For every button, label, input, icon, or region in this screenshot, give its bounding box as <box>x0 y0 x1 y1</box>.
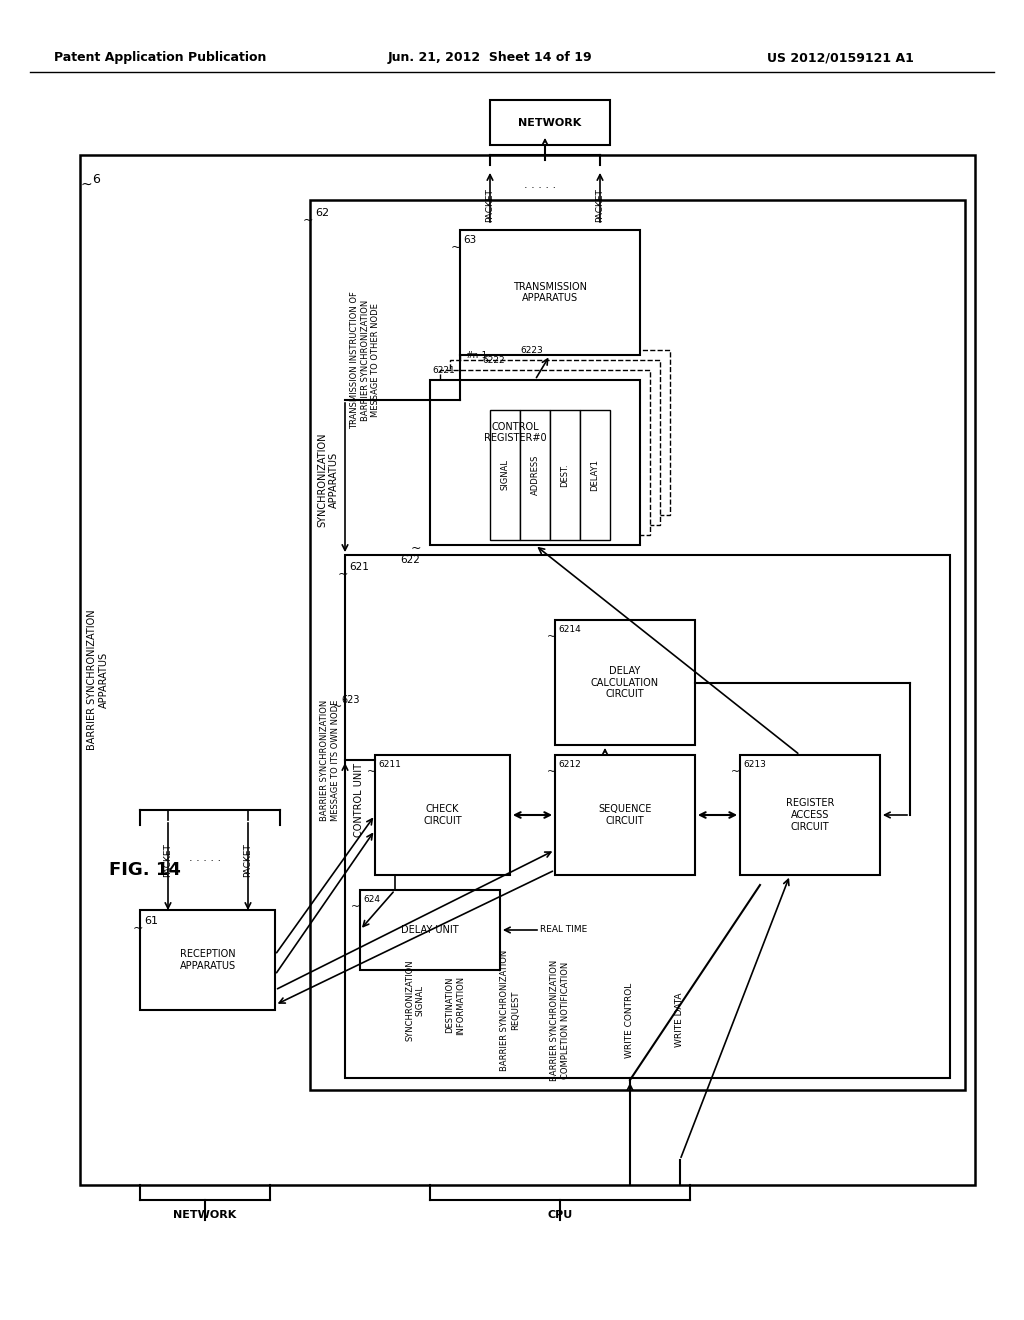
Text: FIG. 14: FIG. 14 <box>110 861 181 879</box>
Text: Patent Application Publication: Patent Application Publication <box>54 51 266 65</box>
Text: SIGNAL: SIGNAL <box>501 459 510 491</box>
Text: NETWORK: NETWORK <box>518 117 582 128</box>
Text: 62: 62 <box>315 209 329 218</box>
Text: ~: ~ <box>547 767 556 777</box>
Text: BARRIER SYNCHRONIZATION
MESSAGE TO ITS OWN NODE: BARRIER SYNCHRONIZATION MESSAGE TO ITS O… <box>321 700 340 821</box>
Text: ~: ~ <box>731 767 740 777</box>
Text: SYNCHRONIZATION
SIGNAL: SYNCHRONIZATION SIGNAL <box>406 960 425 1040</box>
Text: PACKET: PACKET <box>164 843 172 876</box>
Text: ~: ~ <box>351 902 360 912</box>
Text: BARRIER SYNCHRONIZATION
COMPLETION NOTIFICATION: BARRIER SYNCHRONIZATION COMPLETION NOTIF… <box>550 960 569 1081</box>
Text: ~: ~ <box>333 702 342 711</box>
Bar <box>490 411 520 540</box>
Bar <box>310 201 965 1090</box>
Text: ~: ~ <box>133 921 143 935</box>
Text: SEQUENCE
CIRCUIT: SEQUENCE CIRCUIT <box>598 804 651 826</box>
Text: PACKET: PACKET <box>596 187 604 222</box>
Text: PACKET: PACKET <box>485 187 495 222</box>
Bar <box>460 230 640 355</box>
Text: CONTROL UNIT: CONTROL UNIT <box>354 763 364 837</box>
Text: ~: ~ <box>411 541 421 554</box>
Text: . . . . .: . . . . . <box>524 180 556 190</box>
Text: 6214: 6214 <box>558 624 581 634</box>
Text: TRANSMISSION INSTRUCTION OF
BARRIER SYNCHRONIZATION
MESSAGE TO OTHER NODE: TRANSMISSION INSTRUCTION OF BARRIER SYNC… <box>350 292 380 429</box>
Text: PACKET: PACKET <box>244 843 253 876</box>
Bar <box>490 100 610 145</box>
Text: REAL TIME: REAL TIME <box>540 925 587 935</box>
Text: ~: ~ <box>338 568 348 581</box>
Text: TRANSMISSION
APPARATUS: TRANSMISSION APPARATUS <box>513 281 587 304</box>
Text: SYNCHRONIZATION
APPARATUS: SYNCHRONIZATION APPARATUS <box>317 433 339 527</box>
Bar <box>460 350 670 515</box>
Text: CHECK
CIRCUIT: CHECK CIRCUIT <box>423 804 462 826</box>
Text: . . . . .: . . . . . <box>189 853 221 863</box>
Text: 6222: 6222 <box>482 356 505 366</box>
Text: 63: 63 <box>463 235 476 246</box>
Text: CONTROL
REGISTER#0: CONTROL REGISTER#0 <box>483 421 547 444</box>
Text: NETWORK: NETWORK <box>173 1210 237 1220</box>
Text: ~: ~ <box>303 214 313 227</box>
Text: WRITE DATA: WRITE DATA <box>676 993 684 1047</box>
Bar <box>345 554 950 1078</box>
Text: BARRIER SYNCHRONIZATION
REQUEST: BARRIER SYNCHRONIZATION REQUEST <box>501 949 520 1071</box>
Bar <box>520 411 550 540</box>
Text: 6223: 6223 <box>520 346 543 355</box>
Text: REGISTER
ACCESS
CIRCUIT: REGISTER ACCESS CIRCUIT <box>785 799 835 832</box>
Bar <box>740 755 880 875</box>
Text: 623: 623 <box>341 696 359 705</box>
Bar <box>375 755 510 875</box>
Text: 6: 6 <box>92 173 100 186</box>
Text: DELAY UNIT: DELAY UNIT <box>401 925 459 935</box>
Text: US 2012/0159121 A1: US 2012/0159121 A1 <box>767 51 913 65</box>
Text: Jun. 21, 2012  Sheet 14 of 19: Jun. 21, 2012 Sheet 14 of 19 <box>388 51 592 65</box>
Text: RECEPTION
APPARATUS: RECEPTION APPARATUS <box>179 949 236 970</box>
Text: DELAY1: DELAY1 <box>591 459 599 491</box>
Text: DESTINATION
INFORMATION: DESTINATION INFORMATION <box>445 975 465 1035</box>
Text: 6212: 6212 <box>558 760 581 770</box>
Bar <box>440 370 650 535</box>
Text: 6213: 6213 <box>743 760 766 770</box>
Bar <box>580 411 610 540</box>
Text: 622: 622 <box>400 554 420 565</box>
Text: DEST.: DEST. <box>560 463 569 487</box>
Bar <box>430 380 640 545</box>
Bar <box>80 154 975 1185</box>
Bar <box>450 360 660 525</box>
Text: 624: 624 <box>362 895 380 904</box>
Text: ~: ~ <box>547 632 556 642</box>
Text: CPU: CPU <box>548 1210 572 1220</box>
Text: 6221: 6221 <box>432 366 455 375</box>
Bar <box>140 909 275 1010</box>
Text: BARRIER SYNCHRONIZATION
APPARATUS: BARRIER SYNCHRONIZATION APPARATUS <box>87 610 109 750</box>
Text: DELAY
CALCULATION
CIRCUIT: DELAY CALCULATION CIRCUIT <box>591 665 659 700</box>
Bar <box>555 755 695 875</box>
Text: ~: ~ <box>367 767 376 777</box>
Text: ~: ~ <box>451 240 461 253</box>
Text: WRITE CONTROL: WRITE CONTROL <box>626 982 635 1057</box>
Text: ~: ~ <box>80 178 92 191</box>
Bar <box>360 890 500 970</box>
Text: 6211: 6211 <box>378 760 400 770</box>
Bar <box>550 411 580 540</box>
Text: ADDRESS: ADDRESS <box>530 455 540 495</box>
Text: #n-1: #n-1 <box>465 351 487 359</box>
Text: 61: 61 <box>144 916 158 927</box>
Bar <box>555 620 695 744</box>
Text: 621: 621 <box>349 562 369 572</box>
